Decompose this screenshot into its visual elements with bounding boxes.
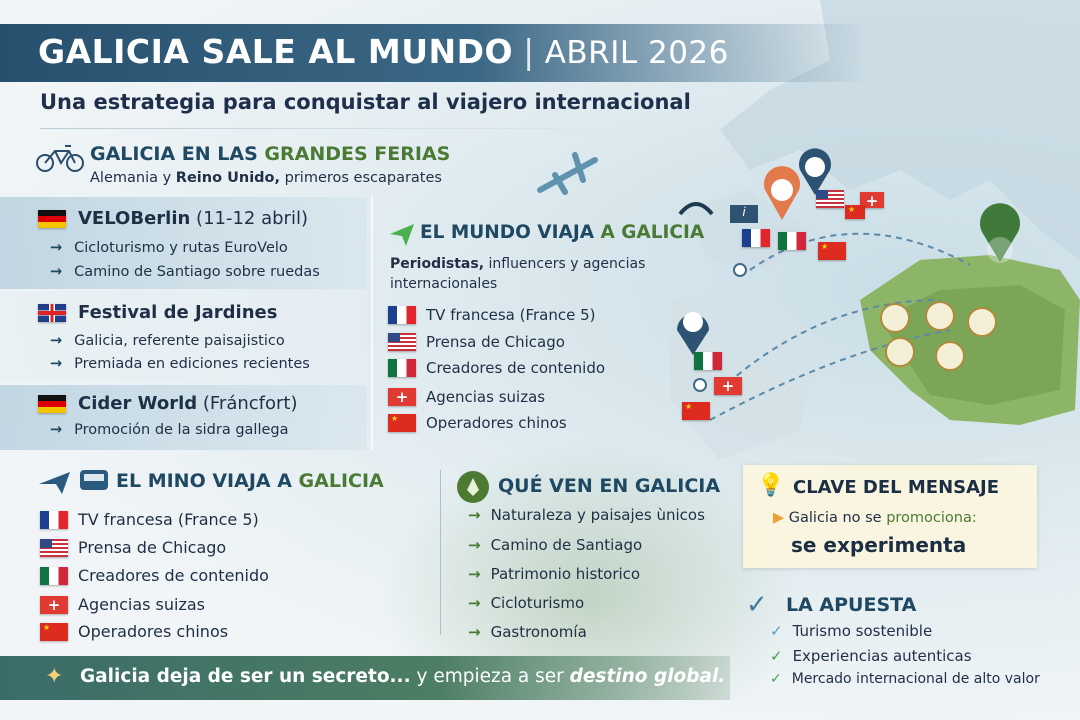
green-plane-icon bbox=[390, 224, 414, 246]
header-banner bbox=[0, 24, 870, 82]
bicycle-icon bbox=[36, 145, 84, 172]
map-flag-cn-2 bbox=[818, 242, 846, 260]
flag-fr-icon bbox=[40, 510, 68, 529]
helmet-icon bbox=[678, 202, 714, 216]
flag-cn-icon bbox=[40, 622, 68, 641]
list-item: ✓ Mercado internacional de alto valor bbox=[770, 671, 1040, 687]
flag-gb-icon bbox=[38, 303, 66, 322]
map-pin-mail bbox=[799, 148, 831, 195]
flag-cn-icon bbox=[388, 414, 416, 432]
flag-ch-icon bbox=[388, 388, 416, 406]
list-item: TV francesa (France 5) bbox=[40, 510, 259, 529]
map-flag-mx-2 bbox=[694, 352, 722, 370]
map-flag-cn bbox=[845, 205, 865, 219]
bullet: → Promoción de la sidra gallega bbox=[50, 422, 289, 438]
sparkle-icon: ✦ bbox=[45, 664, 64, 689]
list-item: Creadores de contenido bbox=[40, 566, 269, 585]
list-item: TV francesa (France 5) bbox=[388, 306, 595, 324]
date: ABRIL 2026 bbox=[544, 35, 729, 71]
bullet: → Cicloturismo y rutas EuroVelo bbox=[50, 240, 288, 256]
flag-us-icon bbox=[40, 538, 68, 557]
airplane-icon bbox=[537, 152, 598, 195]
map-flag-cn-3 bbox=[682, 402, 710, 420]
map-pin-france-2 bbox=[677, 312, 709, 355]
checkmark-icon: ✓ bbox=[746, 590, 768, 620]
footer-text: Galicia deja de ser un secreto... y empi… bbox=[80, 666, 726, 687]
map-pin-france bbox=[764, 166, 800, 220]
event-cider: Cider World (Fráncfort) bbox=[38, 393, 298, 414]
map-pin-galicia bbox=[980, 203, 1020, 263]
list-item: Creadores de contenido bbox=[388, 359, 605, 377]
map-flag-us bbox=[816, 190, 844, 208]
map-icons-galicia bbox=[880, 301, 997, 371]
leaf-badge-icon bbox=[457, 471, 489, 503]
map-flag-mx bbox=[778, 232, 806, 250]
list-item: → Camino de Santiago bbox=[468, 536, 643, 554]
bullet: → Camino de Santiago sobre ruedas bbox=[50, 264, 320, 280]
map-flag-ch-2 bbox=[714, 377, 742, 395]
list-item: Operadores chinos bbox=[388, 414, 567, 432]
info-icon: i bbox=[730, 205, 758, 223]
section-desc: Alemania y Reino Unido, primeros escapar… bbox=[90, 170, 442, 186]
column-divider bbox=[371, 195, 373, 450]
list-item: → Gastronomía bbox=[468, 623, 587, 641]
list-item: → Patrimonio historico bbox=[468, 565, 641, 583]
map-flag-ch bbox=[860, 192, 884, 208]
lightbulb-icon: 💡 bbox=[757, 473, 785, 498]
list-item: Prensa de Chicago bbox=[40, 538, 226, 557]
list-item: → Cicloturismo bbox=[468, 594, 585, 612]
clave-box: 💡 CLAVE DEL MENSAJE ▶ Galicia no se prom… bbox=[743, 465, 1037, 568]
bullet: → Galicia, referente paisajistico bbox=[50, 333, 285, 349]
flag-ch-icon bbox=[40, 595, 68, 614]
flag-de-icon bbox=[38, 209, 66, 228]
list-item: Prensa de Chicago bbox=[388, 333, 565, 351]
event-festival: Festival de Jardines bbox=[38, 302, 277, 323]
divider bbox=[40, 128, 660, 129]
footer-banner: ✦ Galicia deja de ser un secreto... y em… bbox=[0, 656, 730, 700]
list-item: ✓ Turismo sostenible bbox=[770, 622, 933, 640]
list-item: ✓ Experiencias autenticas bbox=[770, 647, 972, 665]
plane-bus-icon bbox=[39, 470, 108, 494]
flag-mx-icon bbox=[40, 566, 68, 585]
flag-de-icon bbox=[38, 394, 66, 413]
bullet: → Premiada en ediciones recientes bbox=[50, 356, 310, 372]
event-veloberlin: VELOBerlin (11-12 abril) bbox=[38, 208, 308, 229]
page-subtitle: Una estrategia para conquistar al viajer… bbox=[40, 90, 691, 114]
flag-fr-icon bbox=[388, 306, 416, 324]
map-flag-fr bbox=[742, 229, 770, 247]
list-item: Agencias suizas bbox=[388, 388, 545, 406]
column-divider bbox=[440, 470, 441, 635]
flag-us-icon bbox=[388, 333, 416, 351]
flag-mx-icon bbox=[388, 359, 416, 377]
list-item: Operadores chinos bbox=[40, 622, 228, 641]
list-item: Agencias suizas bbox=[40, 595, 205, 614]
section-title: GALICIA EN LAS GRANDES FERIAS bbox=[90, 143, 451, 165]
page-title: GALICIA SALE AL MUNDO | ABRIL 2026 bbox=[38, 32, 729, 71]
list-item: → Naturaleza y paisajes ùnicos bbox=[468, 506, 705, 524]
